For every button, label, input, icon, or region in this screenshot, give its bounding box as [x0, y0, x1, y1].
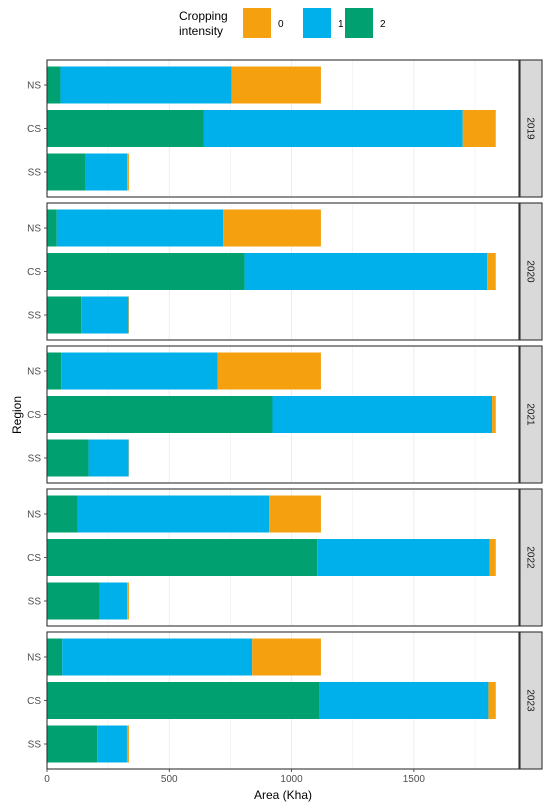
- panel-border: [46, 488, 520, 627]
- bar-ns-0: [223, 209, 321, 247]
- panel-border: [46, 345, 520, 484]
- legend-key-1: [303, 8, 331, 38]
- bar-cs-1: [244, 253, 488, 290]
- y-tick-label: NS: [27, 81, 41, 92]
- bar-cs-2: [47, 396, 273, 433]
- bar-cs-0: [462, 110, 496, 147]
- y-tick-label: NS: [27, 510, 41, 521]
- bar-cs-1: [272, 396, 493, 433]
- bar-ss-2: [47, 296, 82, 334]
- x-tick-label: 1500: [403, 774, 426, 785]
- bar-ns-0: [217, 352, 321, 390]
- bar-ns-0: [252, 638, 321, 676]
- bar-ns-2: [47, 209, 57, 247]
- facet-strip: [519, 345, 543, 484]
- x-tick-label: 1000: [280, 774, 303, 785]
- bar-ss-1: [88, 439, 129, 477]
- bar-ss-0: [126, 725, 129, 763]
- y-tick-label: CS: [27, 267, 41, 278]
- bar-cs-0: [489, 539, 496, 576]
- bar-cs-0: [492, 396, 496, 433]
- legend-title: intensity: [179, 24, 223, 38]
- bar-cs-2: [47, 682, 320, 719]
- y-tick-label: CS: [27, 696, 41, 707]
- bar-cs-2: [47, 539, 318, 576]
- bar-ss-2: [47, 439, 89, 477]
- legend-label: 2: [380, 19, 386, 30]
- bar-ns-2: [47, 352, 62, 390]
- bar-cs-2: [47, 110, 204, 147]
- x-axis-title: Area (Kha): [254, 788, 312, 802]
- y-tick-label: CS: [27, 124, 41, 135]
- facet-strip-label: 2021: [525, 403, 536, 426]
- bar-cs-1: [317, 539, 490, 576]
- bar-ns-1: [62, 638, 253, 676]
- bar-ss-1: [99, 582, 128, 620]
- facet-panel-2023: NS CS SS 2023: [27, 631, 543, 770]
- facet-panel-2019: NS CS SS 2019: [27, 59, 543, 198]
- y-axis-title: Region: [10, 396, 24, 434]
- facet-strip: [519, 631, 543, 770]
- bar-ss-0: [127, 582, 129, 620]
- facet-strip-label: 2019: [525, 117, 536, 140]
- legend-label: 1: [338, 19, 344, 30]
- x-tick-label: 0: [44, 774, 50, 785]
- bar-ss-2: [47, 153, 86, 191]
- facet-strip-label: 2020: [525, 260, 536, 283]
- panel-border: [46, 202, 520, 341]
- legend-key-0: [243, 8, 271, 38]
- bar-ns-2: [47, 495, 78, 533]
- bar-cs-0: [488, 682, 496, 719]
- bar-cs-2: [47, 253, 245, 290]
- bar-cs-0: [487, 253, 496, 290]
- bar-cs-1: [203, 110, 463, 147]
- x-axis: 0 500 1000 1500: [44, 769, 425, 785]
- bar-ns-1: [77, 495, 270, 533]
- bar-ns-0: [269, 495, 321, 533]
- y-tick-label: SS: [28, 740, 42, 751]
- bar-ss-1: [85, 153, 128, 191]
- bar-ns-0: [231, 66, 321, 104]
- bar-ns-1: [56, 209, 224, 247]
- facet-strip: [519, 202, 543, 341]
- facet-strip-label: 2022: [525, 546, 536, 569]
- facet-strip-label: 2023: [525, 689, 536, 712]
- facet-strip: [519, 488, 543, 627]
- facet-strip: [519, 59, 543, 198]
- bar-ns-1: [61, 352, 218, 390]
- y-tick-label: SS: [28, 311, 42, 322]
- bar-ss-2: [47, 582, 100, 620]
- y-tick-label: NS: [27, 224, 41, 235]
- bar-ns-1: [60, 66, 232, 104]
- facet-panel-2021: NS CS SS 2021: [27, 345, 543, 484]
- facet-panels: NS CS SS 2019 NS CS SS 2020 NS CS SS 2021 NS CS SS 2022…: [27, 59, 543, 770]
- facet-panel-2022: NS CS SS 2022: [27, 488, 543, 627]
- y-tick-label: SS: [28, 454, 42, 465]
- x-tick-label: 500: [161, 774, 178, 785]
- y-tick-label: SS: [28, 597, 42, 608]
- y-tick-label: NS: [27, 653, 41, 664]
- bar-ss-2: [47, 725, 98, 763]
- panel-border: [46, 631, 520, 770]
- bar-ss-1: [81, 296, 129, 334]
- bar-ss-1: [97, 725, 127, 763]
- bar-cs-1: [319, 682, 489, 719]
- legend-label: 0: [278, 19, 284, 30]
- y-tick-label: NS: [27, 367, 41, 378]
- y-tick-label: CS: [27, 410, 41, 421]
- y-tick-label: SS: [28, 168, 42, 179]
- y-tick-label: CS: [27, 553, 41, 564]
- legend-title: Cropping: [179, 9, 228, 23]
- bar-ns-2: [47, 638, 63, 676]
- legend-key-2: [345, 8, 373, 38]
- facet-panel-2020: NS CS SS 2020: [27, 202, 543, 341]
- panel-border: [46, 59, 520, 198]
- bar-ss-0: [127, 153, 129, 191]
- bar-ns-2: [47, 66, 61, 104]
